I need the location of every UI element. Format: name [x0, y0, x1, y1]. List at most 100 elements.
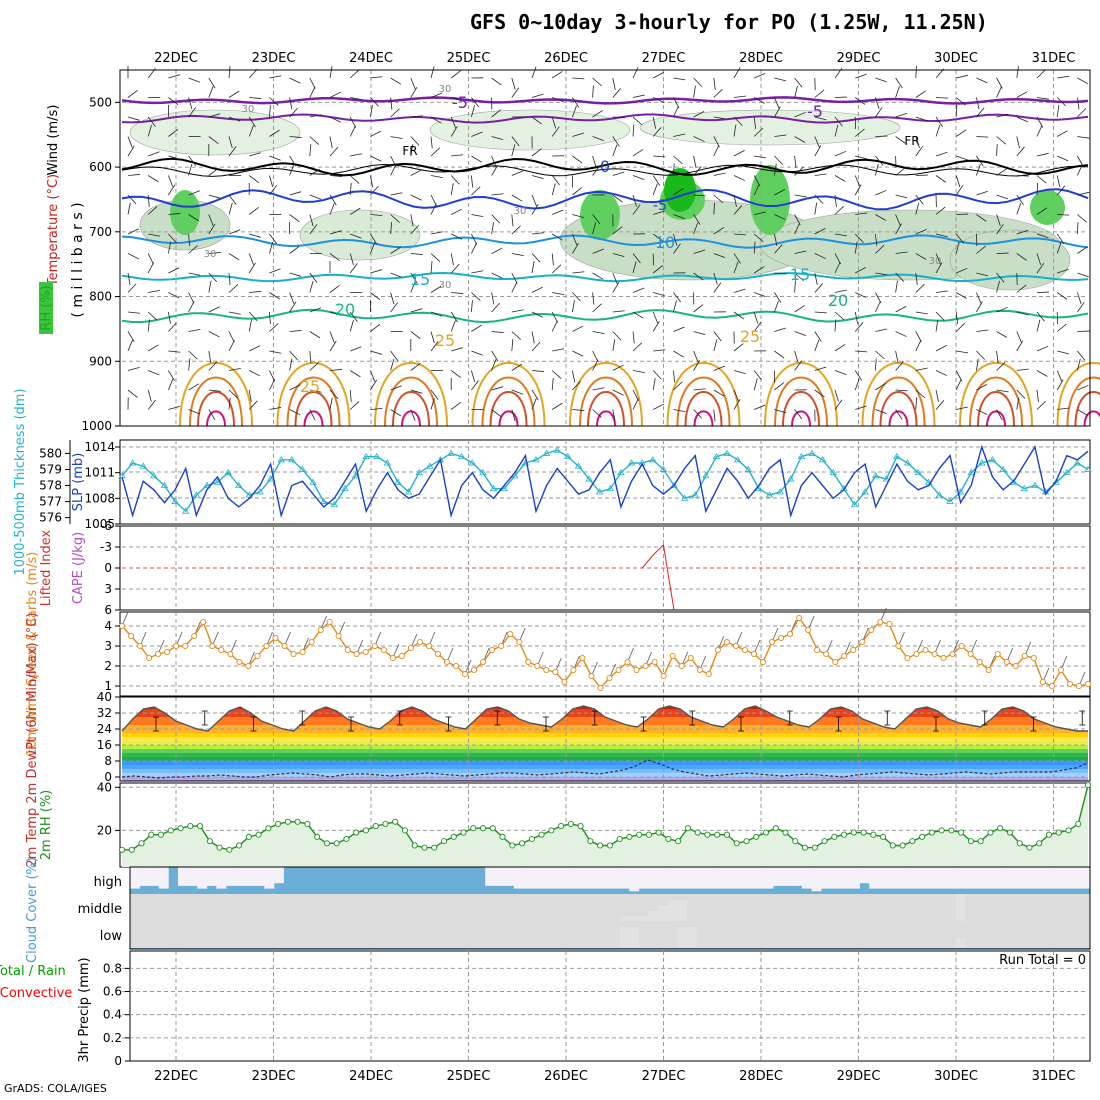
wind-barb [188, 358, 191, 371]
w10-speed-point [137, 642, 144, 650]
contour-label: 20 [828, 291, 848, 310]
wind-barb [289, 77, 301, 84]
wind-barb [269, 233, 277, 244]
wind-barb [955, 322, 966, 332]
thickness-point [946, 497, 954, 504]
wind-barb [753, 127, 764, 137]
wind-barb [269, 323, 279, 332]
thickness-point [171, 497, 179, 504]
wind-barb [410, 77, 416, 90]
wind-barb [733, 194, 737, 207]
wind-barb [834, 261, 841, 274]
date-label-top: 25DEC [447, 51, 491, 66]
w10-speed-point [1048, 682, 1055, 690]
w10-speed-point [398, 652, 405, 660]
wind-barb [915, 272, 918, 285]
cloud-clear-gap [197, 894, 208, 921]
wind-barb [733, 233, 746, 236]
date-label-bottom: 27DEC [642, 1069, 686, 1084]
wind-barb [188, 329, 201, 332]
wind-barb [592, 272, 604, 280]
wind-barb [491, 193, 504, 196]
w10-speed-point [615, 666, 622, 674]
upper-ylabel-rh: RH (%) [39, 285, 54, 330]
cloud-clear-gap [523, 867, 534, 889]
wind-barb [814, 194, 824, 204]
w10-speed-point [669, 652, 676, 660]
wind-barb [1077, 108, 1087, 118]
wind-barb [430, 389, 439, 400]
w10-speed-point [588, 672, 595, 680]
w10-speed-point [164, 648, 171, 656]
cloud-clear-gap [619, 867, 630, 889]
wind-barb [208, 136, 219, 145]
wind-barb [511, 170, 524, 176]
rh-shade-high [580, 190, 620, 240]
cloud-clear-gap [370, 894, 380, 921]
wind-barb [329, 91, 341, 98]
precip-ylabel-conv: Convective [0, 986, 72, 1001]
wind-barb [753, 266, 765, 274]
cloud-clear-gap [869, 921, 880, 948]
wind-barb [551, 311, 559, 323]
cloud-clear-gap [648, 894, 659, 911]
rh-point [772, 825, 779, 832]
w10-speed-point [353, 650, 360, 658]
wind-barb [390, 272, 402, 278]
wind-barb [349, 183, 352, 196]
wind-barb [309, 224, 318, 235]
boundary-layer-contour [1056, 361, 1100, 427]
cloud-clear-gap [187, 894, 198, 921]
wind-barb [652, 321, 660, 332]
rh-point [538, 831, 545, 838]
wind-barb [592, 136, 605, 141]
rh-point [899, 842, 906, 849]
wind-barb [127, 174, 140, 176]
wind-barb [531, 175, 544, 179]
wind-barb [1016, 284, 1027, 293]
wind-barb [713, 409, 716, 422]
wind-barb [1016, 397, 1020, 410]
wind-barb [774, 155, 784, 165]
wind-barb [451, 208, 463, 215]
thickness-point [574, 462, 583, 469]
cloud-clear-gap [974, 867, 985, 889]
w10-speed-point [317, 626, 324, 634]
contour-label: FR [904, 134, 919, 148]
thickness-point [532, 456, 540, 463]
wind-barb [390, 222, 393, 235]
wind-barb [148, 290, 161, 293]
cloud-clear-gap [446, 894, 457, 921]
wind-barb [572, 77, 585, 80]
w10-speed-point [191, 632, 198, 640]
wind-barb [794, 280, 796, 293]
wind-barb [450, 311, 458, 323]
cloud-clear-gap [350, 921, 361, 948]
wind-barb [309, 272, 318, 283]
wind-barb [996, 350, 999, 363]
wind-barb [935, 290, 948, 293]
wind-barb [976, 190, 988, 196]
wind-barb [673, 300, 677, 313]
wind-barb [309, 214, 314, 227]
rh-point [343, 835, 350, 843]
wind-barb [491, 331, 504, 333]
wind-barb [531, 194, 537, 207]
rh-point [811, 844, 818, 851]
wind-barb [956, 155, 968, 161]
wind-barb [855, 292, 867, 298]
wind-barb [410, 214, 414, 227]
wind-barb [228, 66, 231, 79]
wind-barb [249, 233, 261, 238]
wind-barb [996, 389, 1009, 393]
wind-barb [814, 145, 822, 157]
wind-barb [531, 341, 541, 352]
rh-point [509, 842, 516, 849]
wind-barb [531, 232, 544, 235]
w10-speed-point [425, 642, 433, 650]
rh-point [762, 829, 770, 836]
wind-barb [551, 233, 563, 241]
rh-point [392, 818, 399, 825]
wind-barb [390, 246, 401, 254]
wind-barb [895, 112, 908, 118]
